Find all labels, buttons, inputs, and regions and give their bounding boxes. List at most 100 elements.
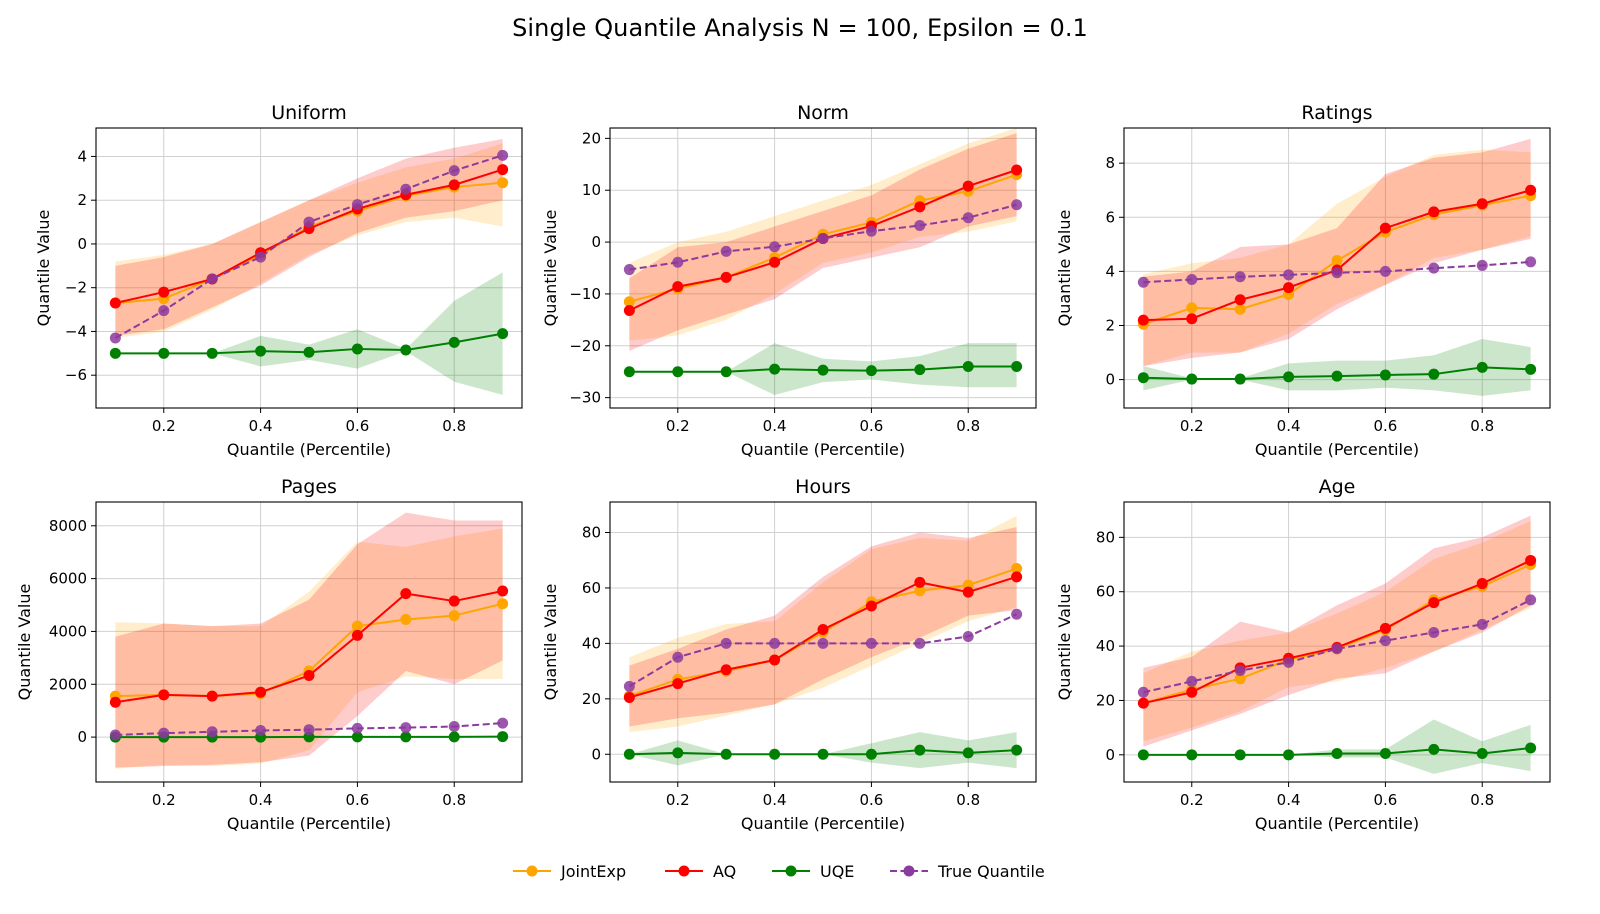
data-point-aq	[962, 180, 974, 192]
x-tick-label: 0.2	[1180, 417, 1204, 435]
data-point-true-quantile	[1428, 626, 1440, 638]
x-tick-label: 0.6	[1373, 791, 1397, 809]
data-point-uqe	[769, 363, 781, 375]
x-tick-label: 0.4	[249, 417, 273, 435]
data-point-aq	[672, 678, 684, 690]
data-point-uqe	[1331, 370, 1343, 382]
data-point-uqe	[1011, 744, 1023, 756]
band-aq	[115, 138, 503, 336]
data-point-aq	[1137, 314, 1149, 326]
data-point-true-quantile	[1379, 635, 1391, 647]
data-point-true-quantile	[914, 219, 926, 231]
data-point-true-quantile	[865, 637, 877, 649]
x-tick-label: 0.6	[345, 791, 369, 809]
data-point-jointexp	[1186, 302, 1198, 314]
y-tick-label: −30	[569, 389, 601, 407]
data-point-uqe	[1525, 742, 1537, 754]
data-point-true-quantile	[672, 256, 684, 268]
legend-item-true-quantile: True Quantile	[890, 862, 1045, 881]
x-axis-label: Quantile (Percentile)	[1255, 440, 1419, 459]
legend-label: UQE	[820, 862, 854, 881]
data-point-true-quantile	[109, 332, 121, 344]
data-point-true-quantile	[206, 726, 218, 738]
data-point-aq	[497, 585, 509, 597]
data-point-aq	[817, 624, 829, 636]
subplot-title: Ratings	[1301, 102, 1372, 124]
data-point-true-quantile	[1283, 269, 1295, 281]
data-point-true-quantile	[1186, 675, 1198, 687]
grid	[1124, 502, 1550, 782]
axes-frame	[609, 501, 1037, 783]
data-point-aq	[720, 271, 732, 283]
legend-marker	[903, 865, 915, 877]
x-tick-label: 0.4	[249, 791, 273, 809]
x-tick-label: 0.4	[1277, 417, 1301, 435]
data-point-jointexp	[914, 585, 926, 597]
legend-marker	[785, 865, 797, 877]
data-point-uqe	[1476, 361, 1488, 373]
data-point-aq	[769, 256, 781, 268]
x-tick-label: 0.2	[1180, 791, 1204, 809]
data-point-aq	[206, 690, 218, 702]
x-tick-label: 0.8	[956, 417, 980, 435]
data-point-jointexp	[351, 620, 363, 632]
data-point-uqe	[1428, 743, 1440, 755]
band-jointexp	[629, 515, 1017, 733]
data-point-jointexp	[1234, 673, 1246, 685]
data-point-jointexp	[497, 598, 509, 610]
subplot-title: Uniform	[271, 102, 347, 124]
legend: JointExp AQ UQE True Quantile	[513, 862, 1045, 881]
series-lines	[1137, 184, 1537, 385]
data-point-aq	[351, 629, 363, 641]
x-tick-label: 0.2	[152, 417, 176, 435]
data-point-aq	[914, 576, 926, 588]
data-point-uqe	[400, 344, 412, 356]
data-point-true-quantile	[623, 680, 635, 692]
data-point-true-quantile	[1137, 276, 1149, 288]
data-point-true-quantile	[1234, 665, 1246, 677]
legend-marker	[526, 865, 538, 877]
data-point-aq	[1283, 282, 1295, 294]
data-point-jointexp	[497, 177, 509, 189]
data-point-true-quantile	[497, 717, 509, 729]
y-tick-label: 0	[1105, 746, 1115, 764]
data-point-uqe	[865, 365, 877, 377]
x-tick-label: 0.2	[666, 417, 690, 435]
y-tick-label: 8000	[49, 517, 87, 535]
data-point-aq	[623, 691, 635, 703]
data-point-true-quantile	[448, 165, 460, 177]
x-tick-label: 0.8	[442, 417, 466, 435]
data-point-jointexp	[448, 610, 460, 622]
data-point-uqe	[1331, 747, 1343, 759]
y-tick-label: 20	[1096, 691, 1115, 709]
data-point-aq	[865, 600, 877, 612]
data-point-aq	[255, 686, 267, 698]
axes-frame	[95, 501, 523, 783]
data-point-aq	[1476, 578, 1488, 590]
data-point-aq	[109, 696, 121, 708]
data-point-true-quantile	[962, 630, 974, 642]
y-tick-label: 60	[1096, 583, 1115, 601]
y-axis-label: Quantile Value	[1055, 210, 1074, 327]
x-tick-label: 0.6	[1373, 417, 1397, 435]
data-point-uqe	[817, 748, 829, 760]
data-point-true-quantile	[206, 273, 218, 285]
series-lines	[109, 585, 509, 743]
legend-item-aq: AQ	[665, 862, 736, 881]
x-tick-label: 0.8	[1470, 417, 1494, 435]
data-point-aq	[303, 670, 315, 682]
y-axis-label: Quantile Value	[34, 210, 53, 327]
data-point-true-quantile	[769, 241, 781, 253]
axes-frame	[609, 127, 1037, 409]
series-lines	[109, 149, 509, 359]
data-point-uqe	[351, 731, 363, 743]
data-point-aq	[623, 305, 635, 317]
data-point-true-quantile	[158, 727, 170, 739]
data-point-true-quantile	[497, 149, 509, 161]
data-point-uqe	[303, 346, 315, 358]
confidence-bands	[629, 128, 1017, 396]
y-tick-label: 0	[591, 745, 601, 763]
y-tick-label: 0	[77, 728, 87, 746]
data-point-true-quantile	[400, 722, 412, 734]
subplot-title: Age	[1319, 476, 1356, 498]
